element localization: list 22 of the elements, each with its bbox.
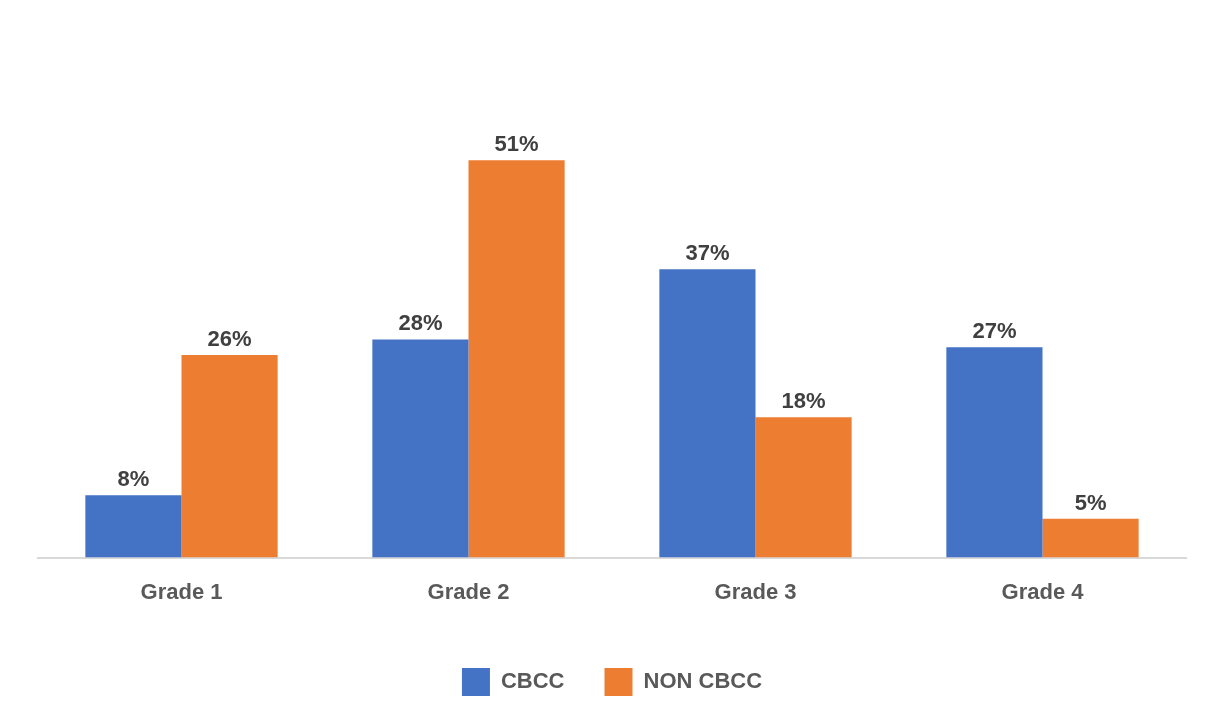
- bar: [659, 269, 756, 558]
- data-label: 8%: [117, 466, 150, 492]
- data-label: 26%: [207, 326, 252, 352]
- bar: [755, 417, 852, 558]
- bar: [946, 347, 1043, 558]
- legend-label: NON CBCC: [643, 668, 763, 694]
- legend-label: CBCC: [500, 668, 565, 694]
- x-tick-label: Grade 2: [427, 578, 510, 604]
- x-tick-label: Grade 3: [714, 578, 797, 604]
- bar: [181, 354, 278, 558]
- data-label: 5%: [1074, 489, 1107, 515]
- data-label: 51%: [494, 131, 539, 157]
- bar: [372, 339, 469, 558]
- data-label: 37%: [685, 240, 730, 266]
- bar: [468, 160, 565, 558]
- x-tick-label: Grade 1: [140, 578, 223, 604]
- data-label: 27%: [972, 318, 1017, 344]
- data-label: 18%: [781, 388, 826, 414]
- x-tick-label: Grade 4: [1001, 578, 1085, 604]
- bar: [1042, 518, 1139, 558]
- bar: [85, 495, 182, 558]
- data-label: 28%: [398, 310, 443, 336]
